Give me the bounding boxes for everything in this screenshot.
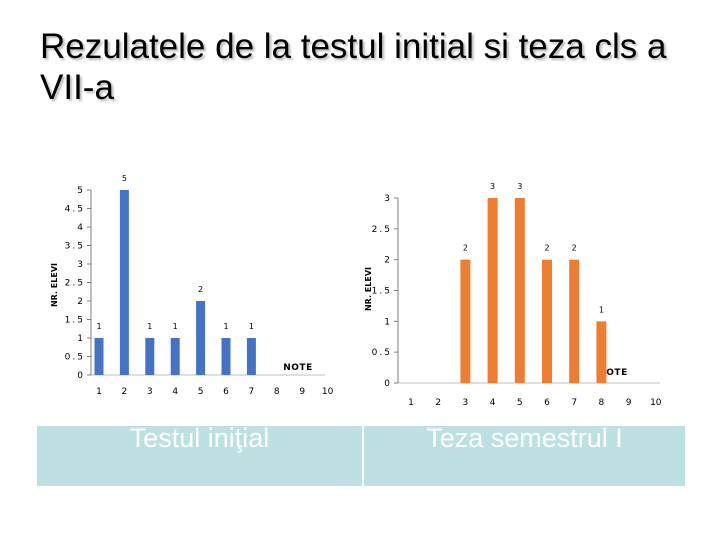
y-tick-label: 4	[77, 223, 85, 233]
y-tick-label: 2.5	[372, 225, 392, 235]
x-tick-label: 8	[274, 387, 280, 397]
chart-bar	[569, 259, 580, 383]
data-label: 2	[572, 244, 577, 253]
y-tick-label: 1.5	[372, 287, 392, 297]
x-tick-label: 7	[571, 398, 577, 408]
chart-bar	[596, 321, 607, 383]
x-axis-title: NOTE	[283, 363, 312, 373]
x-tick-label: 3	[147, 387, 153, 397]
x-tick-label: 9	[626, 398, 632, 408]
data-label: 1	[147, 322, 152, 331]
x-tick-label: 1	[408, 398, 414, 408]
y-tick-label: 3	[384, 194, 392, 204]
chart-bar	[221, 338, 231, 375]
chart-bar	[145, 338, 155, 375]
y-tick-label: 2.5	[65, 279, 85, 289]
chart-bar	[119, 190, 129, 375]
x-tick-label: 7	[249, 387, 255, 397]
chart-bar	[460, 259, 471, 383]
y-tick-label: 1	[384, 317, 392, 327]
x-tick-label: 4	[490, 398, 496, 408]
y-tick-label: 2	[384, 256, 392, 266]
y-tick-label: 5	[77, 186, 85, 196]
y-axis-title: NR. ELEVI	[50, 263, 59, 307]
chart-bar	[94, 338, 104, 375]
data-label: 2	[544, 244, 549, 253]
chart-bar	[542, 259, 552, 383]
data-label: 1	[599, 305, 604, 314]
chart-bar	[196, 301, 206, 375]
data-label: 3	[490, 182, 495, 191]
x-tick-label: 5	[517, 398, 523, 408]
y-tick-label: 0	[384, 379, 392, 389]
x-tick-label: 6	[223, 387, 229, 397]
y-tick-label: 1.5	[65, 316, 85, 326]
x-tick-label: 8	[599, 398, 605, 408]
caption-box-left	[37, 426, 362, 486]
chart-bar	[246, 338, 256, 375]
caption-left: Testul iniţial	[129, 423, 270, 453]
data-label: 1	[173, 322, 178, 331]
chart-bar	[514, 198, 525, 383]
x-tick-label: 4	[172, 387, 178, 397]
data-label: 1	[96, 322, 101, 331]
data-label: 2	[463, 244, 468, 253]
data-label: 5	[122, 174, 127, 183]
x-tick-label: 2	[122, 387, 128, 397]
x-axis-title: NOTE	[598, 368, 627, 378]
x-tick-label: 10	[322, 387, 334, 397]
x-tick-label: 6	[544, 398, 550, 408]
x-tick-label: 9	[299, 387, 305, 397]
y-tick-label: 3.5	[65, 242, 85, 252]
x-tick-label: 10	[650, 398, 662, 408]
caption-box-right	[364, 426, 685, 486]
y-axis-title: NR. ELEVI	[364, 267, 373, 311]
x-tick-label: 2	[435, 398, 441, 408]
x-tick-label: 5	[198, 387, 204, 397]
y-tick-label: 3	[77, 260, 85, 270]
y-tick-label: 0.5	[372, 348, 392, 358]
chart-bar	[170, 338, 180, 375]
caption-right: Teza semestrul I	[426, 423, 623, 453]
y-tick-label: 1	[77, 334, 85, 344]
data-label: 3	[517, 182, 522, 191]
y-tick-label: 2	[77, 297, 85, 307]
data-label: 1	[223, 322, 228, 331]
chart-bar	[487, 198, 498, 383]
x-tick-label: 3	[463, 398, 469, 408]
data-label: 1	[249, 322, 254, 331]
y-tick-label: 0	[77, 371, 85, 381]
data-label: 2	[198, 285, 203, 294]
y-tick-label: 0.5	[65, 353, 85, 363]
x-tick-label: 1	[96, 387, 102, 397]
y-tick-label: 4.5	[65, 205, 85, 215]
slide-title: Rezulatele de la testul initial si teza …	[40, 27, 667, 107]
